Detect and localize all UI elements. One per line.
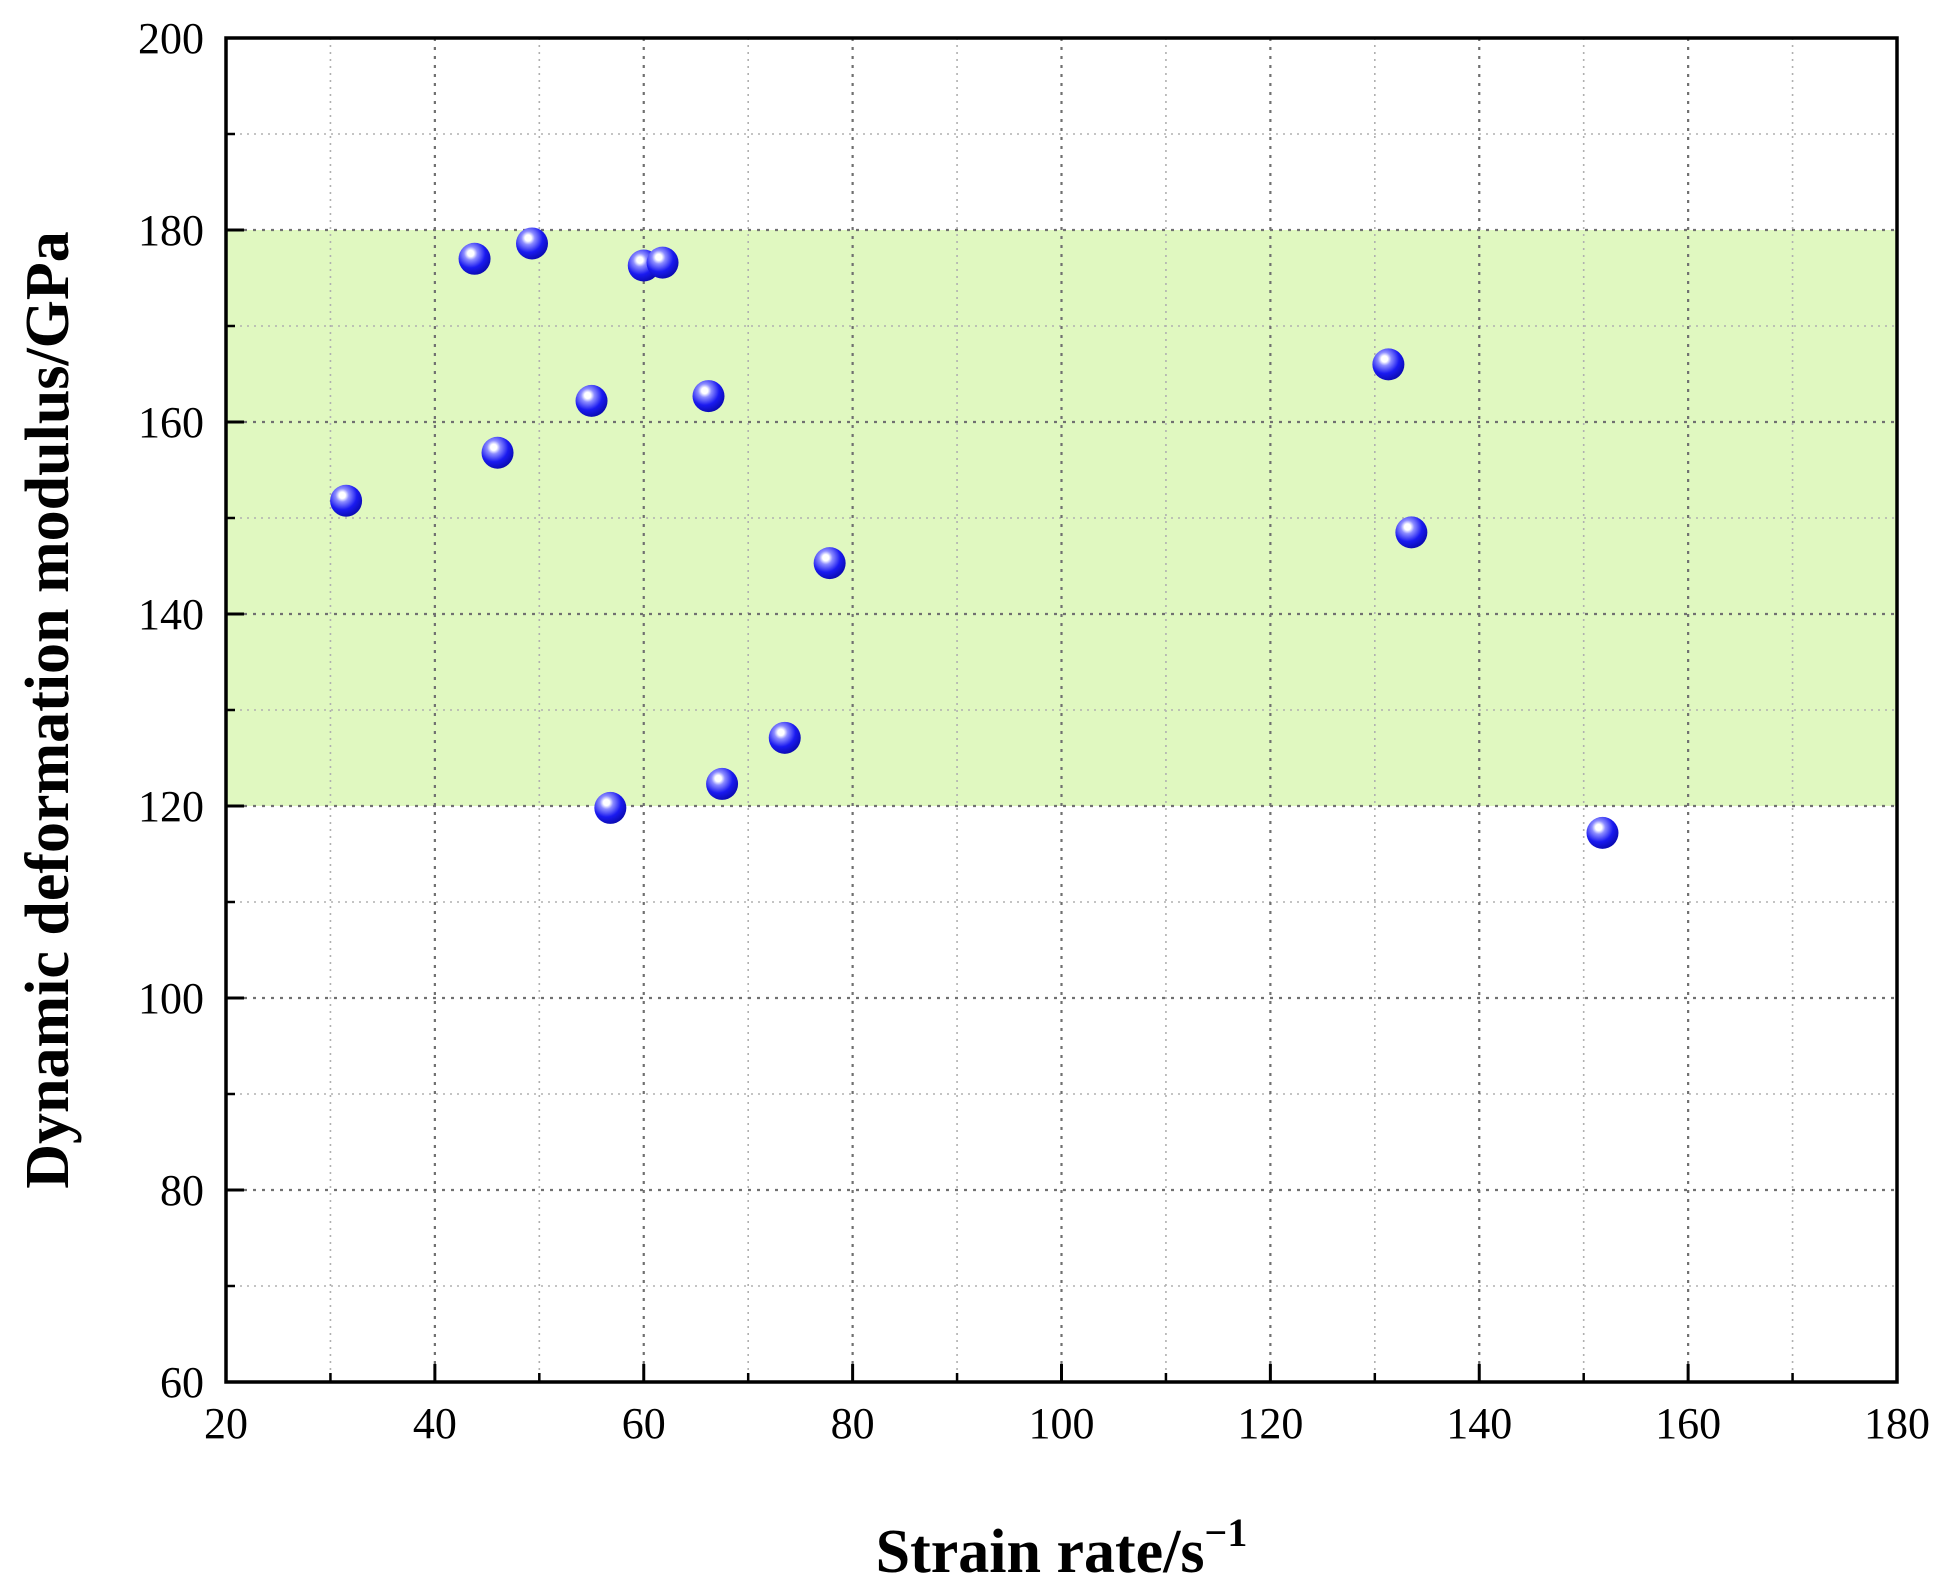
y-tick-label: 200 [138,14,204,63]
x-tick-label: 160 [1655,1399,1721,1448]
x-tick-label: 140 [1446,1399,1512,1448]
y-tick-label: 80 [160,1166,204,1215]
data-point [575,384,608,417]
y-tick-label: 100 [138,974,204,1023]
x-axis-title-text: Strain rate/s [876,1518,1205,1586]
x-tick-label: 120 [1237,1399,1303,1448]
y-tick-label: 140 [138,590,204,639]
data-point [813,547,846,580]
data-point [1372,348,1405,381]
y-axis-title: Dynamic deformation modulus/GPa [14,231,82,1189]
y-tick-label: 60 [160,1358,204,1407]
data-point [594,791,627,824]
data-point [481,436,514,469]
y-tick-label: 160 [138,398,204,447]
x-tick-label: 20 [204,1399,248,1448]
data-point [516,227,549,260]
data-point [768,721,801,754]
x-tick-label: 60 [622,1399,666,1448]
x-tick-label: 80 [831,1399,875,1448]
data-points [330,227,1619,849]
data-point [646,246,679,279]
y-tick-label: 180 [138,206,204,255]
x-tick-label: 180 [1864,1399,1930,1448]
data-point [692,380,725,413]
x-axis-title: Strain rate/s−1 [876,1510,1248,1586]
x-tick-label: 100 [1029,1399,1095,1448]
data-point [1395,516,1428,549]
x-axis-ticks: 20 40 60 80 100 120 140 160 180 [204,1364,1930,1448]
data-point [1586,816,1619,849]
x-axis-title-superscript: −1 [1205,1510,1248,1555]
y-axis-ticks: 60 80 100 120 140 160 180 200 [138,14,244,1407]
data-point [706,767,739,800]
minor-grid [226,38,1897,1382]
data-point [458,242,491,275]
y-tick-label: 120 [138,782,204,831]
x-tick-label: 40 [413,1399,457,1448]
data-point [330,484,363,517]
